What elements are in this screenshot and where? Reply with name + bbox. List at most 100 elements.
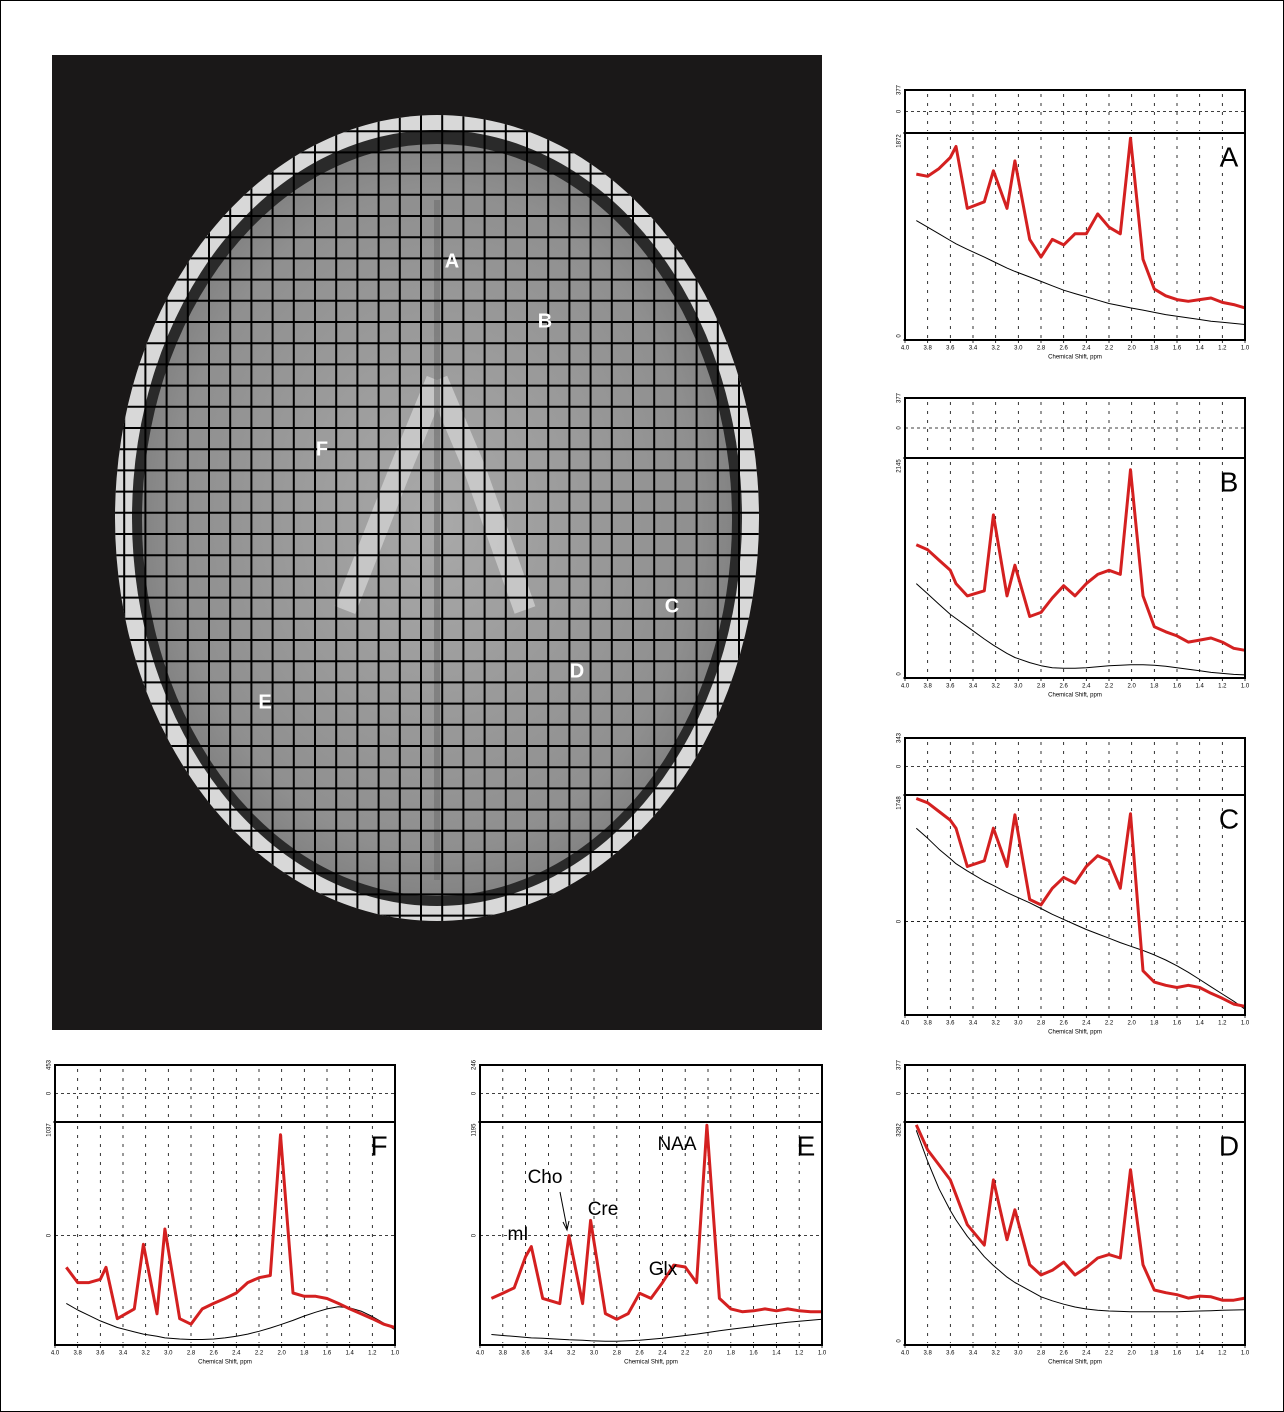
residual-tick-label: 377 — [897, 84, 903, 95]
x-tick-label: 2.4 — [658, 1351, 667, 1357]
panel-label: A — [1220, 141, 1239, 172]
residual-tick-label: 377 — [897, 392, 903, 403]
x-tick-label: 3.2 — [991, 346, 1000, 352]
panel-label: D — [1219, 1130, 1239, 1161]
peak-annotation: Cho — [528, 1167, 563, 1188]
peak-annotation: Glx — [649, 1259, 678, 1280]
x-tick-label: 2.8 — [1037, 1351, 1046, 1357]
x-tick-label: 3.8 — [923, 346, 932, 352]
residual-tick-label: 0 — [897, 1091, 903, 1095]
x-tick-label: 4.0 — [901, 1351, 910, 1357]
x-tick-label: 3.4 — [544, 1351, 553, 1357]
peak-annotation: mI — [507, 1224, 528, 1245]
x-axis-label: Chemical Shift, ppm — [1048, 355, 1102, 361]
spectrum-frame — [904, 132, 1246, 341]
x-tick-label: 1.8 — [1150, 1021, 1159, 1027]
x-tick-label: 1.6 — [323, 1351, 332, 1357]
y-tick-label: 0 — [897, 919, 903, 923]
spectrum-frame — [904, 457, 1246, 679]
y-tick-label: 2145 — [897, 459, 903, 473]
annotation-arrow — [559, 1191, 570, 1232]
x-axis-label: Chemical Shift, ppm — [198, 1360, 252, 1366]
fit-line — [490, 1123, 822, 1321]
x-tick-label: 1.4 — [772, 1351, 781, 1357]
x-tick-label: 2.4 — [1082, 1021, 1091, 1027]
fit-line — [916, 136, 1246, 310]
x-tick-label: 1.8 — [1150, 346, 1159, 352]
x-tick-label: 3.6 — [946, 1351, 955, 1357]
x-tick-label: 1.0 — [1241, 346, 1250, 352]
x-tick-label: 2.0 — [1127, 684, 1136, 690]
x-tick-label: 1.4 — [1195, 1021, 1204, 1027]
y-tick-label: 0 — [897, 1339, 903, 1343]
x-tick-label: 3.2 — [991, 684, 1000, 690]
x-tick-label: 2.2 — [1105, 684, 1114, 690]
residual-tick-label: 453 — [47, 1059, 53, 1070]
x-tick-label: 1.6 — [1173, 346, 1182, 352]
x-tick-label: 2.0 — [704, 1351, 713, 1357]
fit-line — [65, 1133, 396, 1329]
x-tick-label: 2.6 — [1059, 1351, 1068, 1357]
x-tick-label: 3.2 — [567, 1351, 576, 1357]
x-tick-label: 2.6 — [1059, 1021, 1068, 1027]
residual-tick-label: 377 — [897, 1059, 903, 1070]
x-tick-label: 2.2 — [1105, 1021, 1114, 1027]
residual-tick-label: 0 — [897, 109, 903, 113]
x-axis-label: Chemical Shift, ppm — [1048, 1360, 1102, 1366]
x-tick-label: 2.6 — [1059, 346, 1068, 352]
x-tick-label: 2.8 — [187, 1351, 196, 1357]
fit-line — [915, 468, 1246, 652]
x-tick-label: 2.0 — [277, 1351, 286, 1357]
x-tick-label: 1.0 — [818, 1351, 827, 1357]
x-tick-label: 1.2 — [1218, 346, 1227, 352]
baseline-line — [915, 1130, 1246, 1313]
x-tick-label: 3.8 — [73, 1351, 82, 1357]
region-label: F — [316, 438, 328, 460]
y-tick-label: 0 — [472, 1233, 478, 1237]
x-tick-label: 1.2 — [795, 1351, 804, 1357]
region-label: A — [445, 250, 459, 272]
region-label: E — [258, 691, 271, 713]
x-tick-label: 3.0 — [1014, 1021, 1023, 1027]
x-tick-label: 3.0 — [1014, 684, 1023, 690]
x-tick-label: 2.2 — [1105, 1351, 1114, 1357]
x-tick-label: 1.2 — [368, 1351, 377, 1357]
panel-label: F — [370, 1130, 387, 1161]
y-tick-label: 1748 — [897, 796, 903, 810]
region-label: C — [665, 595, 679, 617]
x-tick-label: 2.8 — [613, 1351, 622, 1357]
x-tick-label: 1.4 — [345, 1351, 354, 1357]
x-tick-label: 1.8 — [1150, 1351, 1159, 1357]
x-tick-label: 1.0 — [1241, 684, 1250, 690]
spectrum-frame — [904, 794, 1246, 1016]
x-tick-label: 2.2 — [255, 1351, 264, 1357]
y-tick-label: 1872 — [897, 134, 903, 148]
x-tick-label: 1.0 — [1241, 1021, 1250, 1027]
x-tick-label: 3.2 — [141, 1351, 150, 1357]
x-tick-label: 1.6 — [1173, 1021, 1182, 1027]
x-tick-label: 1.2 — [1218, 1021, 1227, 1027]
x-tick-label: 2.6 — [635, 1351, 644, 1357]
y-tick-label: 1195 — [472, 1123, 478, 1137]
x-tick-label: 4.0 — [901, 346, 910, 352]
residual-tick-label: 0 — [897, 764, 903, 768]
x-tick-label: 2.8 — [1037, 684, 1046, 690]
x-tick-label: 2.4 — [232, 1351, 241, 1357]
x-tick-label: 3.8 — [923, 1351, 932, 1357]
baseline-line — [491, 1318, 823, 1342]
fit-line — [914, 1124, 1246, 1302]
x-tick-label: 2.8 — [1037, 1021, 1046, 1027]
x-tick-label: 2.4 — [1082, 1351, 1091, 1357]
x-tick-label: 2.2 — [1105, 346, 1114, 352]
x-tick-label: 3.6 — [96, 1351, 105, 1357]
x-tick-label: 3.6 — [946, 346, 955, 352]
x-tick-label: 4.0 — [51, 1351, 60, 1357]
x-tick-label: 3.4 — [969, 346, 978, 352]
x-tick-label: 2.0 — [1127, 346, 1136, 352]
x-tick-label: 3.0 — [164, 1351, 173, 1357]
x-tick-label: 1.4 — [1195, 1351, 1204, 1357]
panel-label: B — [1220, 466, 1239, 497]
x-axis-label: Chemical Shift, ppm — [624, 1360, 678, 1366]
x-tick-label: 1.6 — [1173, 684, 1182, 690]
x-tick-label: 3.0 — [1014, 346, 1023, 352]
